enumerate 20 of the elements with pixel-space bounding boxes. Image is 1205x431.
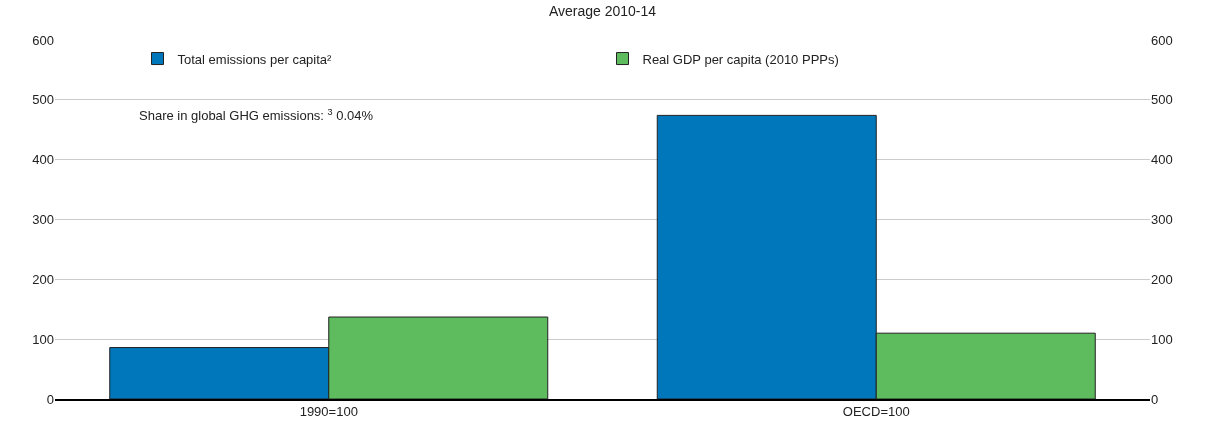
y-tick-label: 600 — [32, 32, 54, 48]
y2-tick-label: 600 — [1151, 32, 1173, 48]
y-tick-label: 500 — [32, 92, 54, 108]
y2-tick-label: 0 — [1151, 391, 1159, 407]
x-tick-label: OECD=100 — [842, 404, 910, 420]
y2-tick-label: 400 — [1151, 152, 1173, 168]
y-tick-label: 200 — [32, 271, 54, 287]
y2-tick-label: 500 — [1151, 92, 1173, 108]
y-tick-label: 300 — [32, 212, 54, 228]
legend-label: Total emissions per capita² — [177, 51, 333, 67]
legend-label: Real GDP per capita (2010 PPPs) — [642, 51, 839, 67]
chart-title: Average 2010-14 — [548, 3, 657, 20]
y2-tick-label: 100 — [1151, 331, 1173, 347]
y-tick-label: 400 — [32, 152, 54, 168]
annotation: Share in global GHG emissions: $^{3}$ 0.04% — [139, 107, 374, 124]
x-tick-label: 1990=100 — [299, 404, 358, 420]
y2-tick-label: 300 — [1151, 212, 1173, 228]
y2-tick-label: 200 — [1151, 271, 1173, 287]
y-tick-label: 100 — [32, 331, 54, 347]
y-tick-label: 0 — [46, 391, 54, 407]
